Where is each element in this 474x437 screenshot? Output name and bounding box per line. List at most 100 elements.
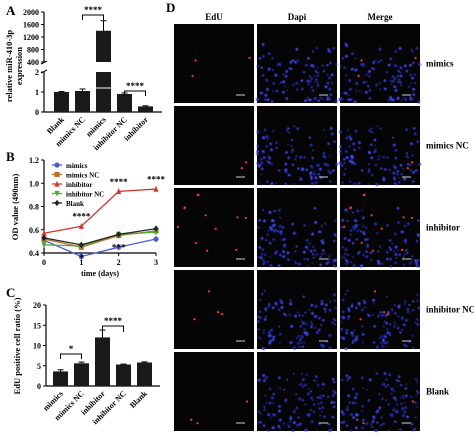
nucleus-dot [332, 169, 335, 172]
nucleus-dot [303, 328, 306, 331]
edu-positive-dot [380, 227, 383, 230]
nucleus-dot [333, 259, 337, 262]
nucleus-dot [393, 321, 396, 323]
nucleus-dot [354, 129, 358, 133]
nucleus-dot [407, 310, 410, 313]
nucleus-dot [346, 406, 349, 409]
nucleus-dot [320, 299, 324, 303]
nucleus-dot [361, 325, 364, 328]
nucleus-dot [358, 90, 361, 93]
nucleus-dot [277, 265, 280, 267]
nucleus-dot [378, 155, 381, 158]
row-label: inhibitor [426, 223, 460, 233]
nucleus-dot [296, 341, 300, 345]
nucleus-dot [308, 79, 312, 83]
nucleus-dot [399, 383, 403, 387]
nucleus-dot [257, 327, 260, 331]
nucleus-dot [388, 168, 391, 171]
nucleus-dot [321, 64, 324, 67]
nucleus-dot [307, 392, 310, 396]
nucleus-dot [397, 315, 400, 318]
nucleus-dot [363, 301, 367, 304]
nucleus-dot [415, 261, 418, 265]
nucleus-dot [351, 401, 355, 405]
nucleus-dot [271, 68, 275, 72]
nucleus-dot [414, 259, 417, 262]
nucleus-dot [393, 85, 397, 89]
nucleus-dot [261, 347, 265, 351]
nucleus-dot [352, 416, 356, 420]
nucleus-dot [317, 75, 320, 77]
nucleus-dot [415, 394, 417, 397]
nucleus-dot [272, 82, 275, 85]
nucleus-dot [365, 73, 368, 76]
nucleus-dot [315, 331, 319, 335]
nucleus-dot [393, 176, 396, 178]
axis-a-tick-label: 2 [35, 68, 39, 77]
nucleus-dot [272, 335, 276, 339]
nucleus-dot [393, 178, 396, 181]
nucleus-dot [293, 231, 297, 235]
nucleus-dot [385, 345, 387, 348]
nucleus-dot [278, 224, 282, 228]
nucleus-dot [310, 77, 313, 80]
edu-positive-dot [359, 318, 362, 321]
nucleus-dot [260, 161, 264, 165]
nucleus-dot [385, 295, 388, 298]
nucleus-dot [384, 385, 387, 388]
nucleus-dot [326, 64, 329, 67]
nucleus-dot [349, 233, 352, 236]
nucleus-dot [313, 97, 317, 101]
nucleus-dot [282, 250, 285, 253]
nucleus-dot [330, 132, 334, 136]
nucleus-dot [415, 239, 419, 243]
nucleus-dot [414, 73, 417, 76]
nucleus-dot [302, 295, 305, 298]
sig-a-2-bracket [124, 90, 146, 96]
nucleus-dot [347, 394, 351, 398]
nucleus-dot [261, 43, 265, 46]
nucleus-dot [291, 222, 294, 226]
nucleus-dot [370, 423, 372, 425]
nucleus-dot [377, 232, 379, 234]
nucleus-dot [407, 85, 411, 88]
nucleus-dot [405, 69, 409, 73]
nucleus-dot [273, 413, 276, 417]
nucleus-dot [292, 421, 296, 425]
nucleus-dot [268, 161, 271, 164]
nucleus-dot [296, 424, 300, 427]
nucleus-dot [392, 390, 396, 393]
nucleus-dot [348, 135, 351, 138]
nucleus-dot [322, 98, 324, 101]
nucleus-dot [289, 299, 292, 302]
nucleus-dot [417, 319, 419, 322]
nucleus-dot [390, 392, 393, 395]
nucleus-dot [343, 173, 346, 176]
nucleus-dot [411, 50, 414, 53]
nucleus-dot [348, 145, 351, 148]
nucleus-dot [386, 223, 389, 227]
nucleus-dot [347, 253, 350, 257]
bar-a-upper [96, 30, 111, 62]
nucleus-dot [290, 324, 294, 328]
nucleus-dot [353, 100, 357, 103]
nucleus-dot [385, 378, 388, 381]
nucleus-dot [317, 328, 321, 332]
nucleus-dot [265, 135, 269, 139]
nucleus-dot [322, 249, 325, 252]
nucleus-dot [411, 429, 414, 432]
series-b-line-2 [43, 188, 157, 234]
nucleus-dot [332, 261, 335, 264]
nucleus-dot [397, 380, 400, 383]
nucleus-dot [378, 336, 382, 340]
nucleus-dot [396, 97, 400, 101]
nucleus-dot [341, 412, 345, 416]
nucleus-dot [333, 318, 337, 322]
nucleus-dot [317, 99, 320, 102]
nucleus-dot [368, 378, 372, 382]
nucleus-dot [347, 129, 350, 131]
nucleus-dot [395, 379, 399, 382]
nucleus-dot [320, 225, 323, 227]
edu-positive-dot [357, 74, 360, 78]
nucleus-dot [285, 151, 288, 154]
